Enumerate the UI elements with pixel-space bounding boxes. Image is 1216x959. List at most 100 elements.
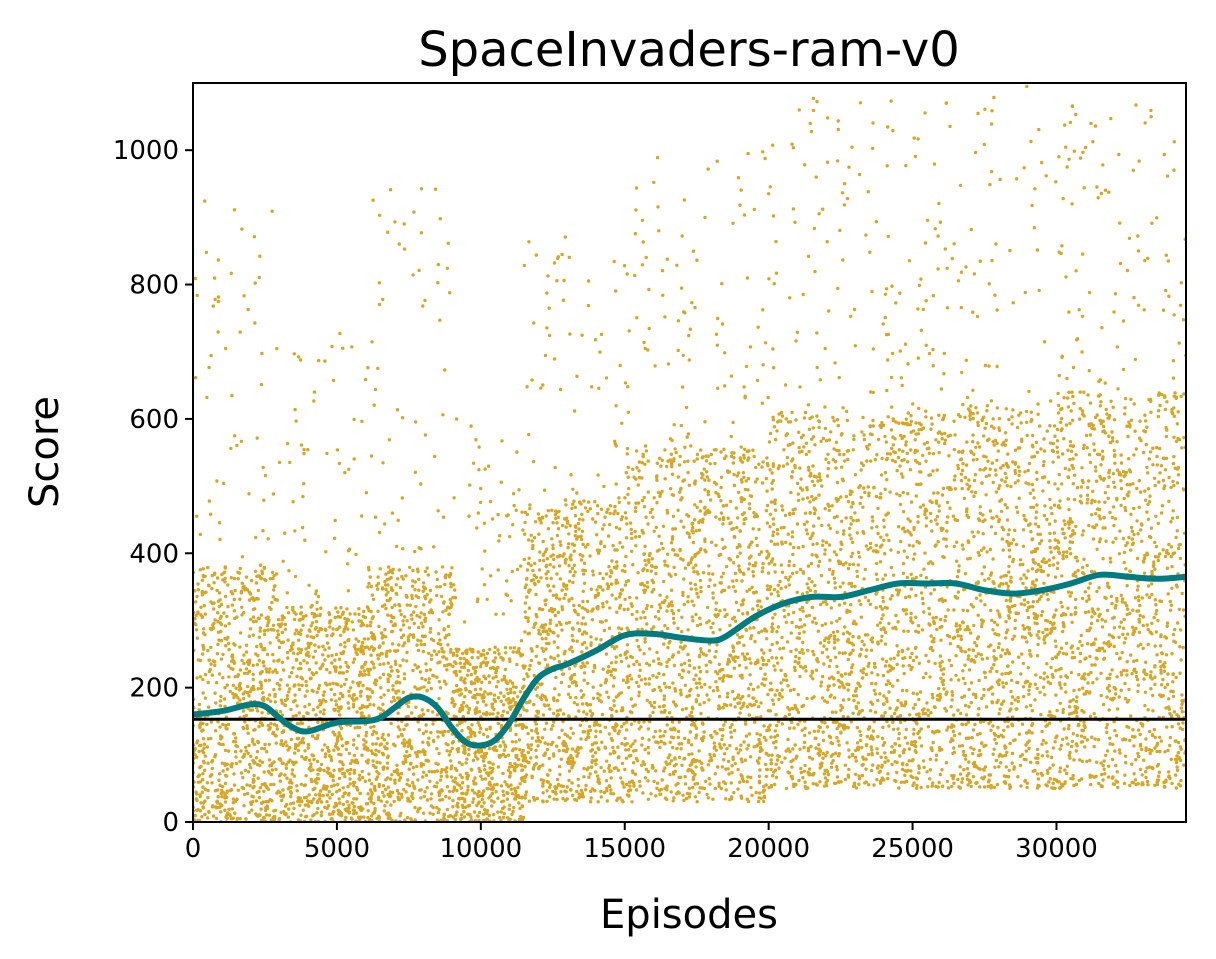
scatter-point — [716, 688, 720, 692]
scatter-point — [506, 784, 511, 789]
scatter-point — [694, 733, 699, 737]
scatter-point — [634, 544, 638, 548]
scatter-point — [496, 796, 500, 800]
scatter-point — [506, 768, 511, 772]
scatter-point — [552, 607, 557, 612]
scatter-point — [680, 385, 685, 389]
scatter-point — [544, 547, 549, 551]
scatter-point — [489, 799, 494, 803]
scatter-point — [761, 308, 765, 312]
scatter-point — [210, 804, 215, 808]
scatter-point — [671, 611, 676, 616]
scatter-point — [484, 656, 488, 660]
scatter-point — [398, 728, 402, 732]
scatter-point — [206, 705, 211, 709]
scatter-point — [362, 738, 366, 742]
scatter-point — [258, 563, 263, 567]
scatter-point — [736, 516, 740, 520]
scatter-point — [558, 553, 562, 558]
scatter-point — [386, 613, 390, 617]
scatter-point — [606, 584, 611, 589]
scatter-point — [451, 653, 456, 657]
scatter-point — [401, 658, 405, 662]
scatter-point — [577, 792, 581, 796]
scatter-point — [280, 798, 284, 803]
scatter-point — [325, 634, 329, 638]
scatter-point — [718, 609, 722, 613]
scatter-point — [270, 600, 274, 605]
scatter-point — [454, 669, 458, 674]
scatter-point — [268, 641, 272, 645]
scatter-point — [527, 667, 531, 672]
scatter-point — [198, 568, 202, 572]
scatter-point — [389, 620, 393, 624]
scatter-point — [222, 571, 226, 575]
scatter-point — [680, 708, 685, 712]
scatter-point — [555, 777, 560, 782]
scatter-point — [326, 654, 330, 658]
scatter-point — [475, 803, 479, 808]
scatter-point — [307, 654, 311, 658]
scatter-point — [541, 713, 546, 717]
scatter-point — [660, 600, 664, 605]
scatter-point — [742, 511, 746, 515]
scatter-point — [284, 812, 288, 817]
scatter-point — [554, 593, 559, 597]
scatter-point — [628, 673, 632, 678]
scatter-point — [416, 778, 420, 782]
scatter-point — [232, 597, 236, 602]
scatter-point — [446, 241, 450, 245]
scatter-point — [579, 558, 584, 562]
scatter-point — [423, 298, 427, 303]
scatter-point — [196, 582, 200, 586]
scatter-point — [764, 738, 768, 742]
scatter-point — [509, 690, 513, 695]
scatter-point — [560, 588, 564, 592]
scatter-point — [393, 698, 397, 703]
scatter-point — [364, 802, 369, 806]
scatter-point — [435, 675, 439, 679]
scatter-point — [244, 650, 249, 654]
scatter-point — [688, 663, 692, 668]
scatter-point — [686, 595, 690, 599]
scatter-point — [463, 681, 467, 685]
scatter-point — [543, 603, 548, 607]
scatter-point — [257, 795, 262, 800]
scatter-point — [197, 702, 202, 707]
scatter-point — [352, 760, 356, 764]
scatter-point — [435, 593, 439, 598]
scatter-point — [249, 754, 253, 758]
scatter-point — [689, 444, 693, 448]
scatter-point — [476, 757, 480, 761]
scatter-point — [253, 728, 257, 732]
scatter-point — [610, 714, 614, 719]
scatter-point — [291, 760, 295, 764]
scatter-point — [248, 784, 252, 788]
scatter-point — [556, 634, 560, 638]
scatter-point — [704, 653, 708, 657]
scatter-point — [227, 675, 231, 679]
scatter-point — [738, 780, 742, 784]
scatter-point — [559, 757, 563, 761]
scatter-point — [713, 461, 717, 466]
scatter-point — [529, 658, 533, 663]
scatter-point — [620, 588, 625, 592]
scatter-point — [575, 702, 580, 707]
scatter-point — [503, 754, 508, 759]
scatter-point — [658, 792, 662, 796]
scatter-point — [486, 692, 490, 696]
scatter-point — [380, 636, 384, 640]
scatter-point — [356, 647, 360, 652]
scatter-point — [414, 705, 418, 709]
scatter-point — [612, 565, 617, 570]
scatter-point — [466, 788, 470, 792]
scatter-point — [649, 569, 653, 573]
scatter-point — [447, 633, 451, 637]
scatter-point — [336, 610, 340, 614]
scatter-point — [525, 595, 529, 599]
scatter-point — [413, 805, 417, 810]
scatter-point — [593, 789, 597, 793]
scatter-point — [389, 794, 393, 798]
scatter-point — [552, 631, 556, 635]
scatter-point — [734, 600, 739, 605]
